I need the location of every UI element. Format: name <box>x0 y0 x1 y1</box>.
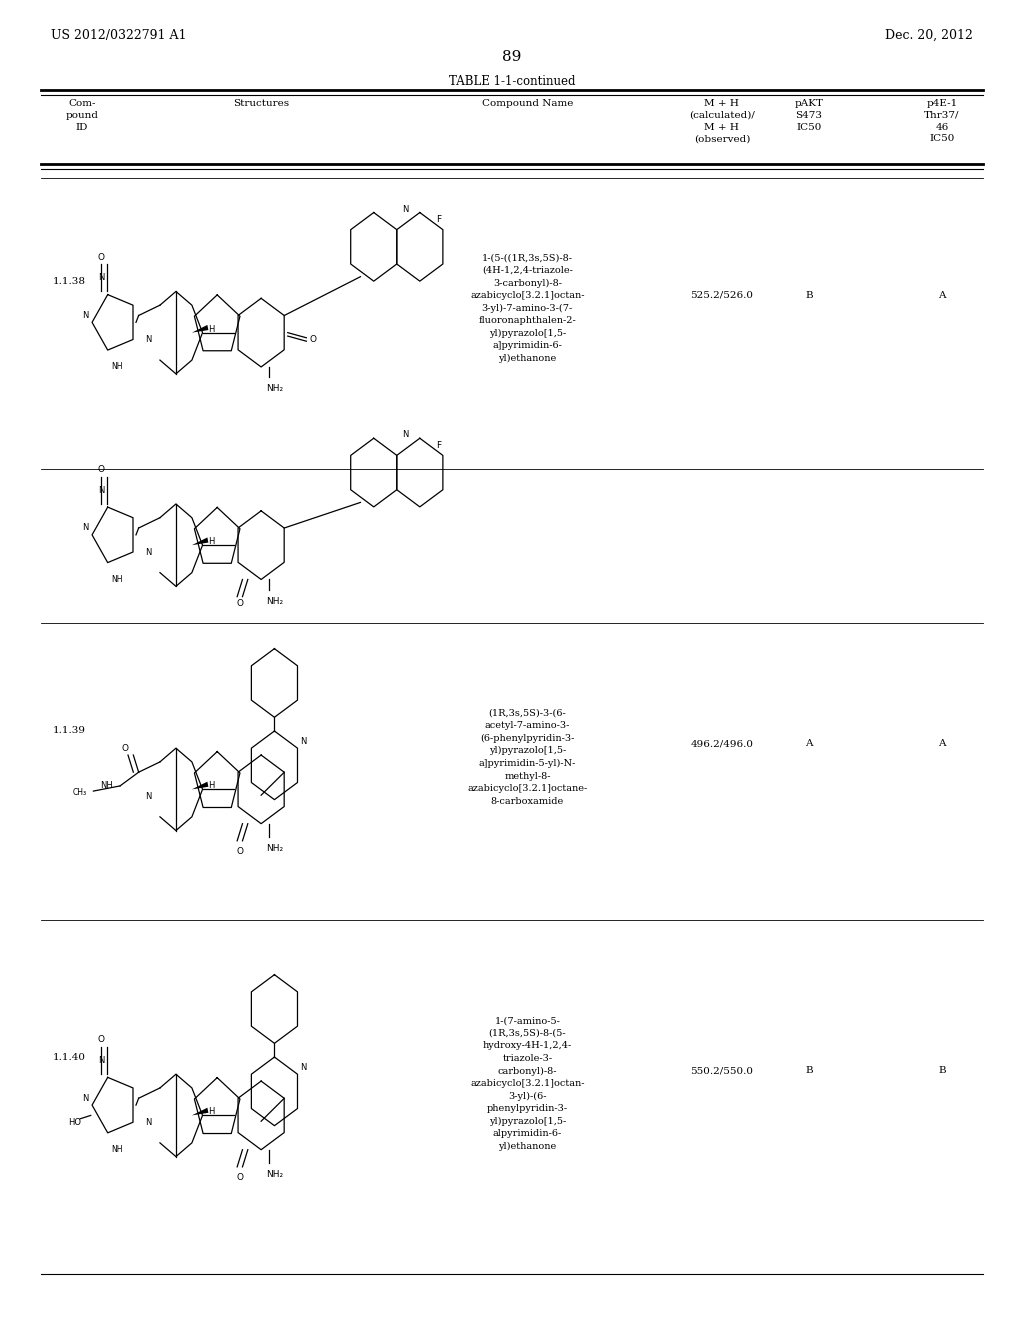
Text: Com-
pound
ID: Com- pound ID <box>66 99 98 132</box>
Text: O: O <box>237 599 244 609</box>
Text: N: N <box>145 335 152 345</box>
Text: B: B <box>805 290 813 300</box>
Polygon shape <box>191 325 208 333</box>
Text: F: F <box>436 441 441 450</box>
Text: O: O <box>98 1035 104 1044</box>
Text: 1.1.40: 1.1.40 <box>53 1053 86 1061</box>
Text: NH: NH <box>112 363 123 371</box>
Text: 1-(7-amino-5-
(1R,3s,5S)-8-(5-
hydroxy-4H-1,2,4-
triazole-3-
carbonyl)-8-
azabic: 1-(7-amino-5- (1R,3s,5S)-8-(5- hydroxy-4… <box>470 1016 585 1151</box>
Polygon shape <box>191 781 208 789</box>
Text: H: H <box>208 537 214 546</box>
Text: B: B <box>938 1067 946 1074</box>
Text: NH₂: NH₂ <box>266 1171 283 1179</box>
Text: N: N <box>82 312 89 319</box>
Text: CH₃: CH₃ <box>73 788 87 797</box>
Text: NH: NH <box>112 1146 123 1154</box>
Text: O: O <box>122 743 129 752</box>
Text: Compound Name: Compound Name <box>481 99 573 108</box>
Text: (1R,3s,5S)-3-(6-
acetyl-7-amino-3-
(6-phenylpyridin-3-
yl)pyrazolo[1,5-
a]pyrimi: (1R,3s,5S)-3-(6- acetyl-7-amino-3- (6-ph… <box>467 709 588 805</box>
Text: Structures: Structures <box>233 99 289 108</box>
Text: 496.2/496.0: 496.2/496.0 <box>690 739 754 748</box>
Text: 1-(5-((1R,3s,5S)-8-
(4H-1,2,4-triazole-
3-carbonyl)-8-
azabicyclo[3.2.1]octan-
3: 1-(5-((1R,3s,5S)-8- (4H-1,2,4-triazole- … <box>470 253 585 363</box>
Text: 525.2/526.0: 525.2/526.0 <box>690 290 754 300</box>
Text: 1.1.39: 1.1.39 <box>53 726 86 735</box>
Text: N: N <box>98 273 104 282</box>
Text: pAKT
S473
IC50: pAKT S473 IC50 <box>795 99 823 132</box>
Text: TABLE 1-1-continued: TABLE 1-1-continued <box>449 75 575 88</box>
Text: A: A <box>805 739 813 748</box>
Text: N: N <box>98 1056 104 1065</box>
Text: 1.1.38: 1.1.38 <box>53 277 86 286</box>
Text: NH: NH <box>112 576 123 583</box>
Polygon shape <box>191 537 208 545</box>
Text: NH: NH <box>100 781 113 791</box>
Text: H: H <box>208 781 214 791</box>
Text: 89: 89 <box>503 50 521 65</box>
Text: N: N <box>82 524 89 532</box>
Text: NH₂: NH₂ <box>266 384 283 393</box>
Text: O: O <box>309 335 316 345</box>
Text: H: H <box>208 325 214 334</box>
Text: US 2012/0322791 A1: US 2012/0322791 A1 <box>51 29 186 42</box>
Text: p4E-1
Thr37/
46
IC50: p4E-1 Thr37/ 46 IC50 <box>925 99 959 144</box>
Text: M + H
(calculated)/
M + H
(observed): M + H (calculated)/ M + H (observed) <box>689 99 755 144</box>
Text: HO: HO <box>69 1118 81 1127</box>
Text: B: B <box>805 1067 813 1074</box>
Text: N: N <box>82 1094 89 1102</box>
Text: F: F <box>436 215 441 224</box>
Text: N: N <box>98 486 104 495</box>
Polygon shape <box>191 1107 208 1115</box>
Text: A: A <box>938 290 946 300</box>
Text: N: N <box>145 548 152 557</box>
Text: 550.2/550.0: 550.2/550.0 <box>690 1067 754 1074</box>
Text: N: N <box>145 792 152 801</box>
Text: O: O <box>237 1172 244 1181</box>
Text: N: N <box>145 1118 152 1127</box>
Text: NH₂: NH₂ <box>266 597 283 606</box>
Text: O: O <box>98 465 104 474</box>
Text: N: N <box>300 1063 307 1072</box>
Text: N: N <box>402 430 409 440</box>
Text: NH₂: NH₂ <box>266 845 283 853</box>
Text: O: O <box>237 846 244 855</box>
Text: A: A <box>938 739 946 748</box>
Text: Dec. 20, 2012: Dec. 20, 2012 <box>885 29 973 42</box>
Text: N: N <box>402 205 409 214</box>
Text: N: N <box>300 737 307 746</box>
Text: O: O <box>98 252 104 261</box>
Text: H: H <box>208 1107 214 1117</box>
